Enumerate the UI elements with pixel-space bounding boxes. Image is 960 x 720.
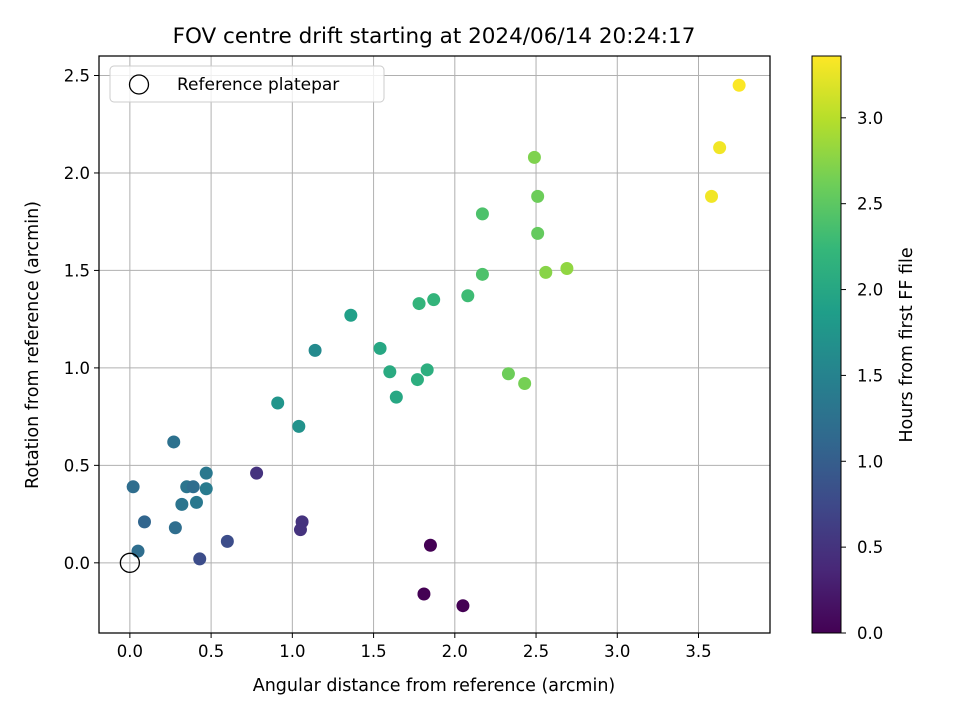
data-point	[539, 265, 553, 279]
data-point	[193, 552, 207, 566]
x-tick-label: 0.0	[117, 642, 143, 661]
data-point	[527, 150, 541, 164]
data-point	[412, 297, 426, 311]
data-point	[250, 466, 264, 480]
data-point	[456, 599, 470, 613]
legend-reference-label: Reference platepar	[177, 75, 339, 95]
data-point	[189, 495, 203, 509]
data-point	[420, 363, 434, 377]
x-tick-label: 3.0	[604, 642, 630, 661]
colorbar-label: Hours from first FF file	[897, 247, 917, 442]
data-point	[518, 376, 532, 390]
data-point	[705, 189, 719, 203]
data-point	[199, 482, 213, 496]
x-tick-label: 1.5	[360, 642, 386, 661]
legend-reference-marker	[128, 74, 150, 95]
y-tick-label: 2.0	[64, 164, 90, 183]
data-point	[373, 341, 387, 355]
colorbar-tick-label: 1.0	[857, 452, 883, 471]
data-point	[531, 189, 545, 203]
data-point	[410, 373, 424, 387]
colorbar-tick-label: 0.0	[857, 624, 883, 643]
data-point	[423, 538, 437, 552]
y-tick-label: 0.0	[64, 554, 90, 573]
reference-point	[119, 552, 141, 573]
data-point	[475, 207, 489, 221]
data-point	[131, 544, 145, 558]
data-point	[461, 289, 475, 303]
data-point	[560, 261, 574, 275]
y-axis-label: Rotation from reference (arcmin)	[23, 201, 43, 489]
data-point	[292, 419, 306, 433]
data-point	[199, 466, 213, 480]
data-point	[271, 396, 285, 410]
data-point	[137, 515, 151, 529]
data-point	[175, 497, 189, 511]
data-point	[475, 267, 489, 281]
data-point	[168, 521, 182, 535]
colorbar-tick-label: 2.5	[857, 195, 883, 214]
x-tick-label: 3.5	[685, 642, 711, 661]
colorbar	[811, 55, 842, 634]
x-tick-label: 2.5	[523, 642, 549, 661]
x-axis-ticks: 0.0 0.5 1.0 1.5 2.0 2.5 3.0 3.5	[117, 633, 712, 661]
legend-box	[109, 65, 385, 103]
x-axis-label: Angular distance from reference (arcmin)	[253, 676, 616, 696]
data-point	[186, 480, 200, 494]
x-tick-label: 0.5	[198, 642, 224, 661]
colorbar-tick-label: 0.5	[857, 538, 883, 557]
colorbar-tick-label: 1.5	[857, 366, 883, 385]
data-point	[308, 343, 322, 357]
x-tick-label: 1.0	[279, 642, 305, 661]
data-point	[389, 390, 403, 404]
legend: Reference platepar	[109, 65, 385, 103]
data-point	[220, 534, 234, 548]
data-point	[167, 435, 181, 449]
y-tick-label: 0.5	[64, 456, 90, 475]
data-point	[427, 293, 441, 307]
chart-title: FOV centre drift starting at 2024/06/14 …	[173, 24, 696, 49]
data-point	[732, 78, 746, 92]
y-tick-label: 1.0	[64, 359, 90, 378]
data-point	[531, 226, 545, 240]
data-point	[344, 308, 358, 322]
colorbar-tick-label: 3.0	[857, 109, 883, 128]
y-tick-label: 2.5	[64, 66, 90, 85]
scatter-points	[119, 78, 746, 613]
data-point	[501, 367, 515, 381]
y-axis-ticks: 0.0 0.5 1.0 1.5 2.0 2.5	[64, 66, 99, 573]
plot-frame	[98, 55, 771, 634]
x-tick-label: 2.0	[442, 642, 468, 661]
colorbar-ticks: 0.0 0.5 1.0 1.5 2.0 2.5 3.0	[841, 109, 883, 643]
data-point	[293, 523, 307, 537]
data-point	[383, 365, 397, 379]
y-tick-label: 1.5	[64, 261, 90, 280]
colorbar-tick-label: 2.0	[857, 281, 883, 300]
data-point	[126, 480, 140, 494]
data-point	[713, 141, 727, 155]
data-point	[417, 587, 431, 601]
